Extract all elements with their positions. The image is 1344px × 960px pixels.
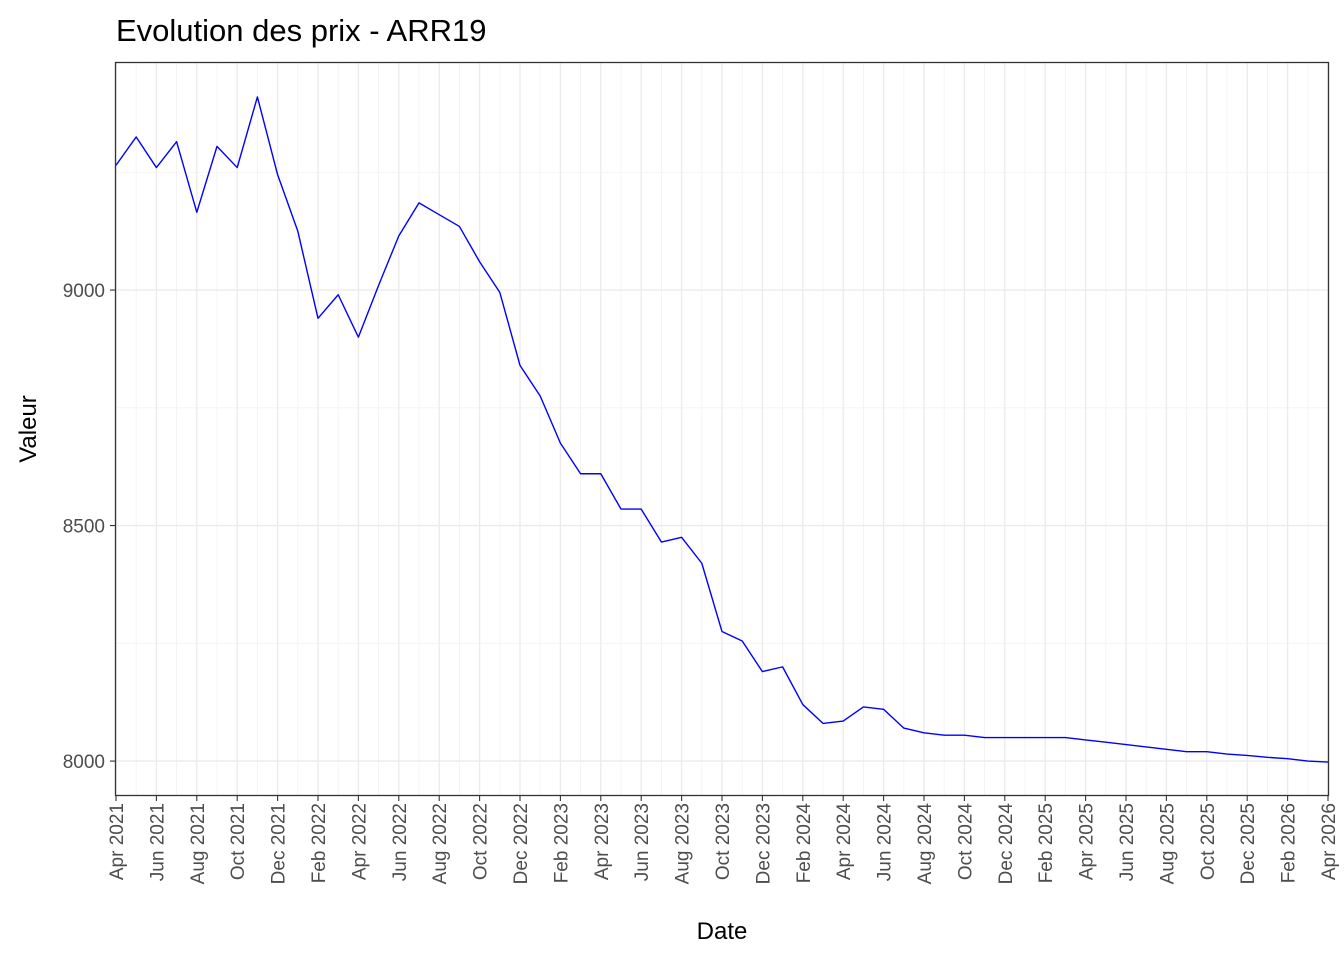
x-tick-label: Apr 2022 (349, 803, 370, 880)
x-tick-label: Feb 2022 (309, 803, 330, 883)
x-tick-label: Oct 2023 (713, 803, 734, 880)
x-tick-label: Dec 2023 (753, 803, 774, 884)
x-tick-label: Dec 2022 (511, 803, 532, 884)
x-tick-label: Apr 2026 (1319, 803, 1340, 880)
x-tick-label: Dec 2024 (996, 803, 1017, 885)
chart-title: Evolution des prix - ARR19 (116, 13, 486, 48)
y-axis-title: Valeur (15, 395, 42, 463)
x-tick-label: Oct 2021 (228, 803, 249, 880)
x-tick-label: Aug 2024 (915, 803, 936, 885)
x-tick-label: Jun 2023 (632, 803, 653, 881)
x-tick-label: Aug 2023 (673, 803, 694, 884)
x-tick-label: Jun 2024 (875, 803, 896, 882)
major-gridlines (115, 63, 1329, 795)
x-tick-label: Aug 2021 (188, 803, 209, 884)
minor-gridlines (116, 63, 1328, 795)
x-tick-label: Jun 2021 (147, 803, 168, 881)
x-tick-label: Oct 2025 (1198, 803, 1219, 880)
x-tick-label: Apr 2023 (592, 803, 613, 880)
x-tick-label: Aug 2025 (1157, 803, 1178, 884)
x-tick-label: Jun 2025 (1117, 803, 1138, 881)
y-tick-label: 8500 (63, 517, 105, 538)
y-tick-label: 9000 (63, 281, 105, 302)
x-tick-label: Feb 2025 (1036, 803, 1057, 883)
x-tick-label: Dec 2025 (1238, 803, 1259, 884)
x-tick-label: Apr 2024 (834, 803, 855, 881)
x-axis-title: Date (697, 918, 748, 945)
series-line-arr19 (115, 96, 1329, 763)
x-tick-label: Oct 2024 (955, 803, 976, 881)
x-tick-label: Aug 2022 (430, 803, 451, 884)
x-tick-label: Apr 2021 (107, 803, 128, 880)
y-axis-ticks: 8000 8500 9000 (63, 281, 116, 773)
x-tick-label: Feb 2026 (1279, 803, 1300, 883)
x-tick-label: Apr 2025 (1077, 803, 1098, 880)
x-tick-label: Feb 2024 (794, 803, 815, 884)
x-tick-label: Feb 2023 (551, 803, 572, 883)
x-tick-label: Jun 2022 (390, 803, 411, 881)
y-tick-label: 8000 (63, 752, 105, 773)
x-axis-ticks: Apr 2021 Jun 2021 Aug 2021 Oct 2021 Dec 2021… (107, 795, 1340, 884)
x-tick-label: Dec 2021 (269, 803, 290, 884)
x-tick-label: Oct 2022 (471, 803, 492, 880)
